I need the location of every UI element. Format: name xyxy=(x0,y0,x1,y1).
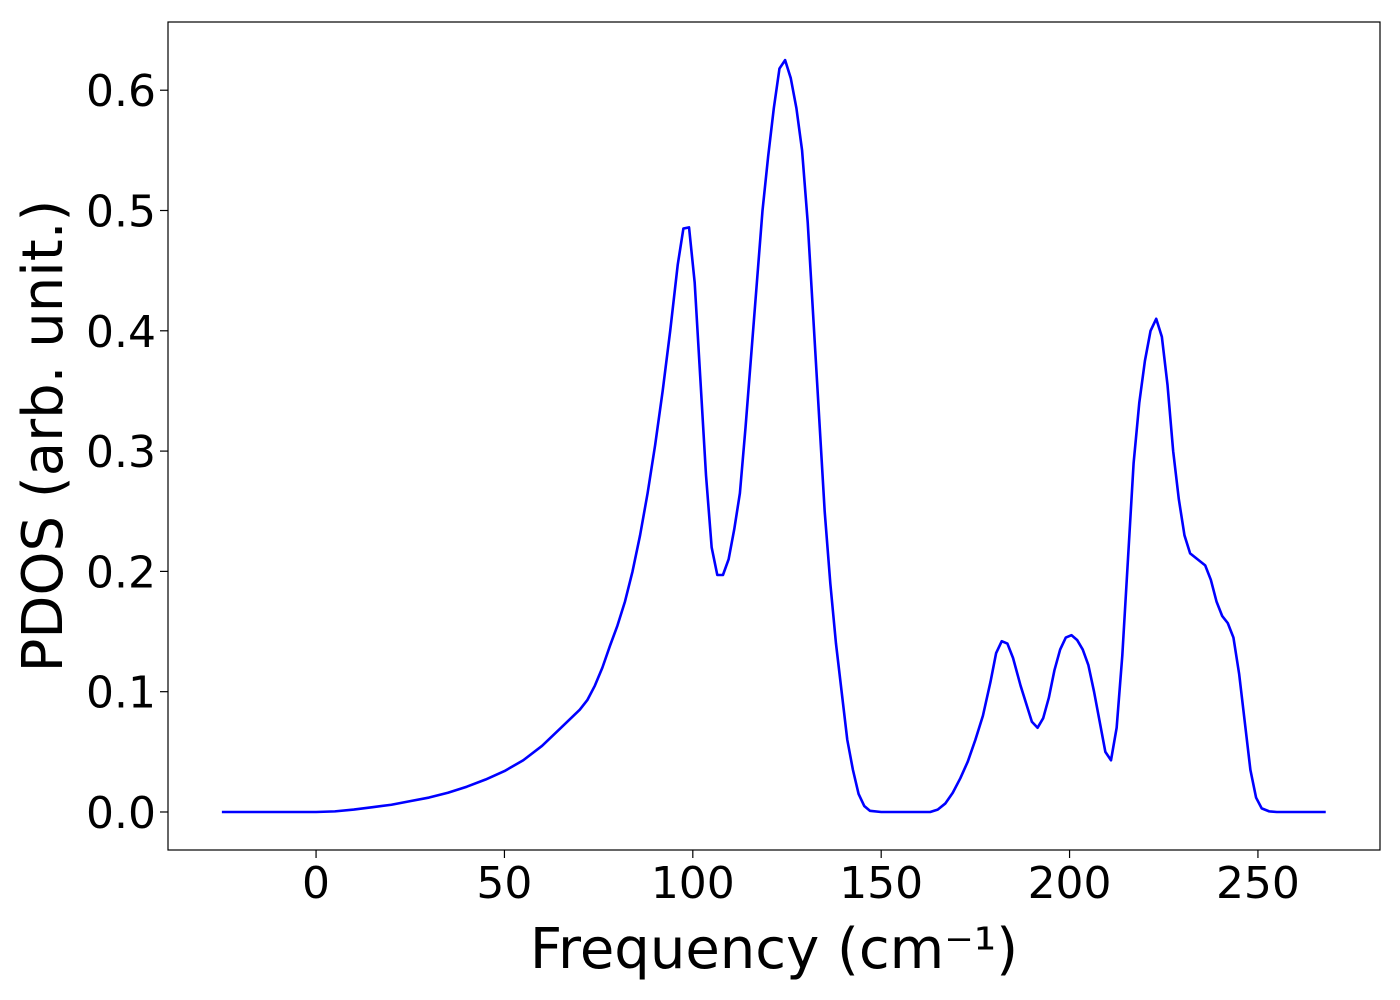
x-tick-label: 50 xyxy=(476,858,532,909)
y-tick-label: 0.3 xyxy=(86,427,156,478)
x-tick-label: 250 xyxy=(1216,858,1300,909)
y-tick-label: 0.5 xyxy=(86,187,156,238)
x-tick-label: 150 xyxy=(839,858,923,909)
x-tick-label: 100 xyxy=(651,858,735,909)
y-tick-label: 0.4 xyxy=(86,307,156,358)
y-tick-label: 0.0 xyxy=(86,788,156,839)
y-tick-label: 0.6 xyxy=(86,66,156,117)
y-axis-label: PDOS (arb. unit.) xyxy=(11,200,76,673)
x-tick-label: 0 xyxy=(302,858,330,909)
x-tick-label: 200 xyxy=(1028,858,1112,909)
data-line xyxy=(221,58,1326,814)
y-tick-label: 0.1 xyxy=(86,668,156,719)
y-tick-label: 0.2 xyxy=(86,547,156,598)
plot-frame xyxy=(167,21,1381,851)
x-axis-label: Frequency (cm⁻¹) xyxy=(530,917,1018,982)
